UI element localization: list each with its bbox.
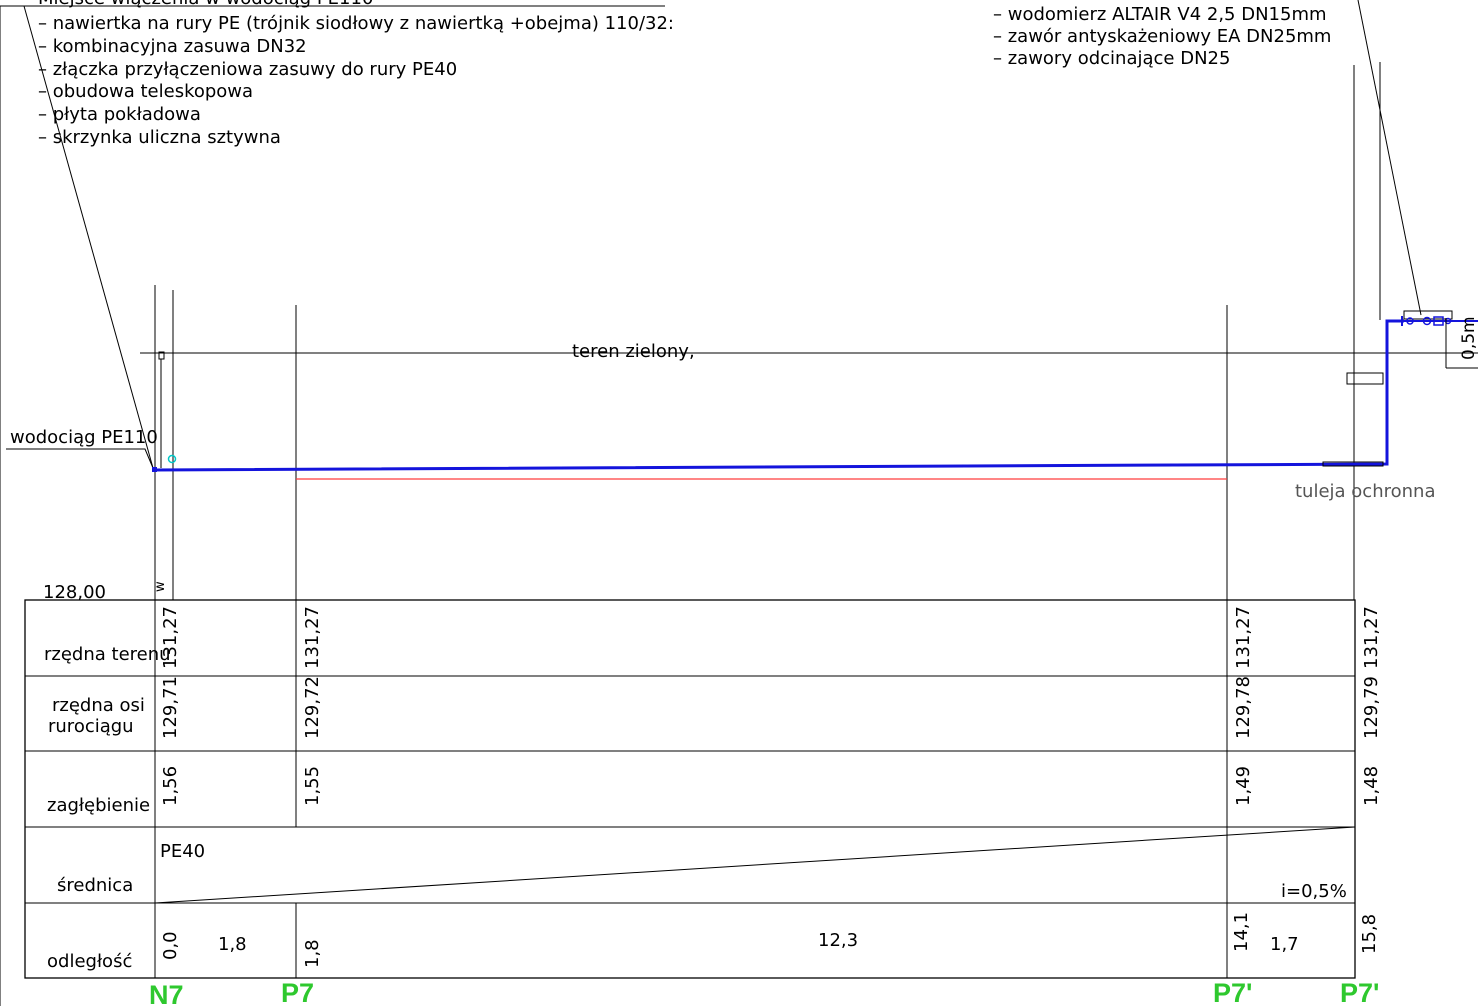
- row-label-depth: zagłębienie: [47, 795, 150, 816]
- axis-elevation: 129,79: [1361, 676, 1382, 739]
- leader-line: [23, 5, 154, 469]
- row-label-diameter: średnica: [57, 875, 133, 896]
- station-label: P7': [1340, 978, 1379, 1006]
- profile-table: rzędna terenu rzędna osi rurociągu zagłę…: [24, 599, 1382, 979]
- terrain-elevation: 131,27: [302, 606, 323, 669]
- terrain-label: teren zielony,: [572, 341, 695, 362]
- depth-value: 1,55: [302, 766, 323, 806]
- row-label-distance: odległość: [47, 951, 132, 972]
- service-pipe: [153, 319, 1404, 472]
- axis-elevation: 129,72: [302, 676, 323, 739]
- chainage-value: 14,1: [1231, 912, 1252, 952]
- segment-length: 1,7: [1270, 934, 1299, 955]
- notes-right: – wodomierz ALTAIR V4 2,5 DN15mm – zawór…: [993, 4, 1331, 69]
- leader-line: [1357, 0, 1422, 316]
- notes-right-item: – wodomierz ALTAIR V4 2,5 DN15mm: [993, 4, 1327, 25]
- depth-note: 0,5m: [1459, 316, 1478, 360]
- axis-elevation: 129,78: [1233, 676, 1254, 739]
- w-mark: w: [153, 581, 168, 592]
- notes-left-item: – płyta pokładowa: [38, 104, 201, 125]
- row-label-axis: rzędna osi: [52, 695, 145, 716]
- notes-right-item: – zawory odcinające DN25: [993, 48, 1230, 69]
- slope-label: i=0,5%: [1281, 881, 1347, 902]
- column-p7: 131,27 129,72 1,55 1,8: [302, 606, 323, 968]
- notes-right-item: – zawór antyskażeniowy EA DN25mm: [993, 26, 1331, 47]
- depth-value: 1,49: [1233, 766, 1254, 806]
- terrain-elevation: 131,27: [1361, 606, 1382, 669]
- chainage-value: 15,8: [1359, 914, 1380, 954]
- main-pipe-label: wodociąg PE110: [10, 427, 158, 448]
- notes-left-item: – kombinacyjna zasuwa DN32: [38, 36, 307, 57]
- chainage-value: 1,8: [302, 939, 323, 968]
- terrain-elevation: 131,27: [1233, 606, 1254, 669]
- notes-left-title: Miejsce włączenia w wodociąg PE110: [38, 0, 373, 9]
- station-label: P7': [1213, 978, 1252, 1006]
- column-p7-prime-end: 131,27 129,79 1,48 15,8: [1359, 606, 1382, 954]
- axis-elevation: 129,71: [160, 676, 181, 739]
- column-p7-prime: 131,27 129,78 1,49 14,1: [1231, 606, 1254, 952]
- sleeve-label: tuleja ochronna: [1295, 481, 1435, 502]
- segment-length: 12,3: [818, 930, 858, 951]
- column-n7: 131,27 129,71 1,56 0,0: [160, 606, 181, 960]
- notes-left-item: – obudowa teleskopowa: [38, 81, 253, 102]
- notes-left-item: – skrzynka uliczna sztywna: [38, 127, 281, 148]
- station-label: P7: [281, 978, 314, 1006]
- station-label: N7: [149, 980, 184, 1006]
- valve-marker-icon: [167, 454, 177, 464]
- diameter-value: PE40: [160, 841, 205, 862]
- terrain-elevation: 131,27: [160, 606, 181, 669]
- segment-length: 1,8: [218, 934, 247, 955]
- notes-left-item: – złączka przyłączeniowa zasuwy do rury …: [38, 59, 457, 80]
- protective-sleeve: [1322, 461, 1384, 467]
- water-meter-assembly: [1401, 310, 1478, 369]
- foundation-block: [1346, 372, 1384, 385]
- row-label-axis: rurociągu: [48, 716, 134, 737]
- depth-value: 1,48: [1361, 766, 1382, 806]
- chainage-value: 0,0: [160, 931, 181, 960]
- notes-left-item: – nawiertka na rury PE (trójnik siodłowy…: [38, 13, 674, 34]
- row-label-terrain: rzędna terenu: [44, 644, 171, 665]
- datum-label: 128,00: [43, 582, 106, 603]
- depth-value: 1,56: [160, 766, 181, 806]
- notes-left: Miejsce włączenia w wodociąg PE110 – naw…: [0, 0, 674, 148]
